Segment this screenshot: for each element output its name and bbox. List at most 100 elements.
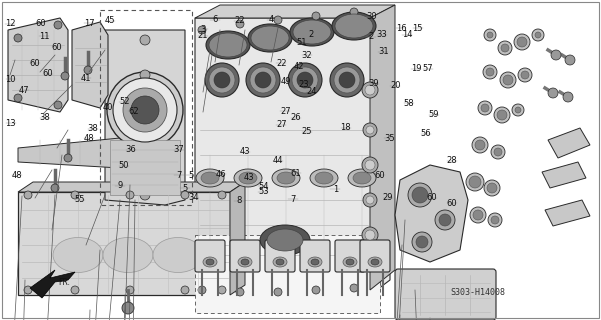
Text: 28: 28 — [447, 156, 457, 165]
Ellipse shape — [153, 237, 203, 273]
Circle shape — [365, 85, 375, 95]
Circle shape — [312, 12, 320, 20]
Text: 12: 12 — [5, 20, 16, 28]
Circle shape — [473, 210, 483, 220]
Text: 14: 14 — [402, 30, 413, 39]
Circle shape — [54, 21, 62, 29]
Polygon shape — [18, 138, 130, 168]
Text: 34: 34 — [188, 193, 199, 202]
Circle shape — [51, 184, 59, 192]
Circle shape — [126, 191, 134, 199]
Polygon shape — [395, 165, 468, 262]
Circle shape — [466, 173, 484, 191]
Polygon shape — [105, 30, 185, 205]
Text: 3: 3 — [201, 25, 206, 34]
Circle shape — [484, 180, 500, 196]
Circle shape — [494, 148, 502, 156]
Text: 38: 38 — [40, 113, 50, 122]
Circle shape — [14, 34, 22, 42]
Circle shape — [107, 72, 183, 148]
Circle shape — [181, 286, 189, 294]
Circle shape — [483, 65, 497, 79]
Ellipse shape — [201, 172, 219, 184]
Text: 7: 7 — [291, 195, 296, 204]
Circle shape — [514, 34, 530, 50]
Ellipse shape — [53, 237, 103, 273]
Text: 18: 18 — [340, 124, 351, 132]
Text: 25: 25 — [301, 127, 312, 136]
Circle shape — [512, 104, 524, 116]
Polygon shape — [545, 200, 590, 226]
Ellipse shape — [339, 72, 355, 88]
Text: 55: 55 — [75, 196, 85, 204]
Text: 24: 24 — [306, 87, 317, 96]
Polygon shape — [195, 5, 395, 18]
Polygon shape — [72, 22, 108, 108]
Circle shape — [126, 286, 134, 294]
Circle shape — [236, 288, 244, 296]
Circle shape — [408, 183, 432, 207]
Text: 33: 33 — [376, 30, 387, 39]
Text: 56: 56 — [420, 129, 431, 138]
Ellipse shape — [260, 225, 310, 255]
Text: 60: 60 — [447, 199, 457, 208]
Circle shape — [71, 191, 79, 199]
Circle shape — [518, 68, 532, 82]
Text: 8: 8 — [237, 196, 242, 205]
Text: 21: 21 — [198, 31, 209, 40]
Text: FR.: FR. — [58, 278, 70, 287]
Ellipse shape — [103, 237, 153, 273]
Text: 10: 10 — [5, 75, 16, 84]
Text: 15: 15 — [412, 24, 423, 33]
Ellipse shape — [334, 67, 360, 93]
Text: 31: 31 — [378, 47, 389, 56]
Ellipse shape — [255, 72, 271, 88]
Circle shape — [481, 104, 489, 112]
Text: 36: 36 — [126, 145, 136, 154]
Circle shape — [469, 176, 481, 188]
Text: 5: 5 — [183, 184, 188, 193]
Circle shape — [218, 191, 226, 199]
Text: S303-H14008: S303-H14008 — [450, 288, 505, 297]
Circle shape — [416, 236, 428, 248]
Text: 2: 2 — [369, 32, 374, 41]
Polygon shape — [18, 192, 230, 295]
Text: 35: 35 — [384, 134, 395, 143]
Circle shape — [365, 160, 375, 170]
Text: 22: 22 — [276, 59, 287, 68]
Text: 42: 42 — [294, 62, 305, 71]
Circle shape — [439, 214, 451, 226]
Circle shape — [54, 101, 62, 109]
Text: 2: 2 — [309, 30, 314, 39]
Ellipse shape — [272, 169, 300, 187]
Circle shape — [274, 16, 282, 24]
Ellipse shape — [371, 259, 379, 265]
Circle shape — [521, 71, 529, 79]
Ellipse shape — [239, 172, 257, 184]
Circle shape — [494, 107, 510, 123]
Text: 39: 39 — [368, 79, 379, 88]
Circle shape — [484, 29, 496, 41]
Ellipse shape — [214, 72, 230, 88]
Ellipse shape — [238, 257, 252, 267]
Text: 38: 38 — [88, 124, 99, 133]
Text: 11: 11 — [38, 32, 49, 41]
Circle shape — [140, 35, 150, 45]
Ellipse shape — [206, 259, 214, 265]
FancyBboxPatch shape — [195, 240, 225, 272]
Circle shape — [563, 92, 573, 102]
Circle shape — [472, 137, 488, 153]
Text: 47: 47 — [19, 86, 29, 95]
Circle shape — [350, 284, 358, 292]
Circle shape — [475, 140, 485, 150]
Text: 60: 60 — [426, 193, 437, 202]
Ellipse shape — [248, 24, 292, 52]
Circle shape — [497, 110, 507, 120]
Text: 6: 6 — [213, 15, 218, 24]
Ellipse shape — [368, 257, 382, 267]
Circle shape — [470, 207, 486, 223]
Circle shape — [71, 286, 79, 294]
Polygon shape — [30, 270, 75, 298]
FancyBboxPatch shape — [335, 240, 365, 272]
Text: 52: 52 — [119, 97, 130, 106]
